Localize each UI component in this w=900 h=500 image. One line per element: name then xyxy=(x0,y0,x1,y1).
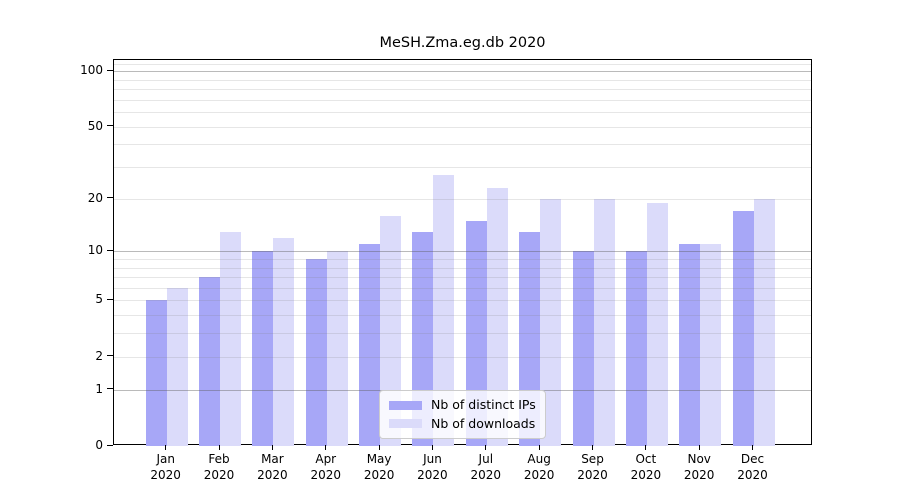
gridline-minor-3 xyxy=(114,333,811,335)
y-tick-label-20: 20 xyxy=(87,190,103,205)
x-tick-label-may: May 2020 xyxy=(363,452,395,482)
y-tick-label-10: 10 xyxy=(87,243,103,258)
bar-downloads-mar xyxy=(273,237,295,446)
gridline-minor-20 xyxy=(114,198,811,200)
bar-downloads-oct xyxy=(646,202,668,446)
x-tick-label-jul: Jul 2020 xyxy=(470,452,502,482)
bar-distinct-ips-feb xyxy=(199,277,221,446)
legend-label-downloads: Nb of downloads xyxy=(431,415,536,431)
legend-swatch-downloads xyxy=(389,419,422,429)
y-tick-label-5: 5 xyxy=(95,292,103,307)
y-tick-label-1: 1 xyxy=(95,381,103,396)
gridline-minor-80 xyxy=(114,89,811,91)
bar-distinct-ips-jul xyxy=(465,220,487,446)
bar-distinct-ips-dec xyxy=(732,211,754,446)
bar-downloads-jan xyxy=(166,287,188,446)
x-tick-label-sep: Sep 2020 xyxy=(577,452,608,482)
x-tick-label-apr: Apr 2020 xyxy=(310,452,342,482)
bar-downloads-jun xyxy=(433,175,455,446)
legend-item-downloads: Nb of downloads xyxy=(389,415,536,434)
gridline-minor-5 xyxy=(114,300,811,302)
gridline-minor-6 xyxy=(114,287,811,289)
legend: Nb of distinct IPs Nb of downloads xyxy=(379,390,546,439)
bar-downloads-nov xyxy=(700,244,722,446)
x-tick-label-mar: Mar 2020 xyxy=(257,452,288,482)
bar-distinct-ips-nov xyxy=(679,244,701,446)
y-tick-label-2: 2 xyxy=(95,348,103,363)
bar-downloads-may xyxy=(380,215,402,446)
bar-downloads-jul xyxy=(486,187,508,446)
gridline-minor-8 xyxy=(114,267,811,269)
bar-downloads-sep xyxy=(593,198,615,446)
plot-area xyxy=(113,59,812,446)
gridline-major-10 xyxy=(114,251,811,253)
bar-downloads-feb xyxy=(220,231,242,446)
legend-swatch-distinct-ips xyxy=(389,400,422,410)
gridline-minor-9 xyxy=(114,259,811,260)
x-tick-label-jan: Jan 2020 xyxy=(150,452,181,482)
x-tick-label-feb: Feb 2020 xyxy=(203,452,235,482)
bar-distinct-ips-sep xyxy=(572,251,594,446)
y-tick-label-0: 0 xyxy=(95,438,103,452)
bar-downloads-dec xyxy=(753,198,775,446)
bar-distinct-ips-may xyxy=(359,244,381,446)
bar-distinct-ips-jan xyxy=(145,300,167,446)
gridline-minor-90 xyxy=(114,79,811,81)
y-tick-label-100: 100 xyxy=(80,63,103,78)
bar-distinct-ips-mar xyxy=(252,251,274,446)
gridline-major-100 xyxy=(114,71,811,73)
gridline-minor-110 xyxy=(114,63,811,65)
x-tick-label-oct: Oct 2020 xyxy=(630,452,662,482)
gridline-minor-50 xyxy=(114,126,811,128)
bar-distinct-ips-oct xyxy=(625,251,647,446)
x-tick-label-dec: Dec 2020 xyxy=(737,452,768,482)
bar-downloads-apr xyxy=(326,251,348,446)
x-tick-label-jun: Jun 2020 xyxy=(417,452,448,482)
gridline-minor-4 xyxy=(114,315,811,317)
gridline-minor-40 xyxy=(114,144,811,146)
grid-layer xyxy=(114,60,811,444)
bar-distinct-ips-apr xyxy=(305,259,327,446)
gridline-minor-70 xyxy=(114,99,811,101)
x-tick-label-aug: Aug 2020 xyxy=(523,452,555,482)
gridline-minor-7 xyxy=(114,277,811,279)
gridline-minor-2 xyxy=(114,356,811,358)
gridline-minor-30 xyxy=(114,167,811,169)
chart-title: MeSH.Zma.eg.db 2020 xyxy=(379,35,546,51)
legend-label-distinct-ips: Nb of distinct IPs xyxy=(431,397,536,413)
gridline-minor-60 xyxy=(114,112,811,114)
y-tick-label-50: 50 xyxy=(87,118,103,133)
legend-item-distinct-ips: Nb of distinct IPs xyxy=(389,396,536,415)
x-tick-label-nov: Nov 2020 xyxy=(683,452,715,482)
bars-layer xyxy=(114,60,811,446)
bar-downloads-aug xyxy=(540,198,562,446)
